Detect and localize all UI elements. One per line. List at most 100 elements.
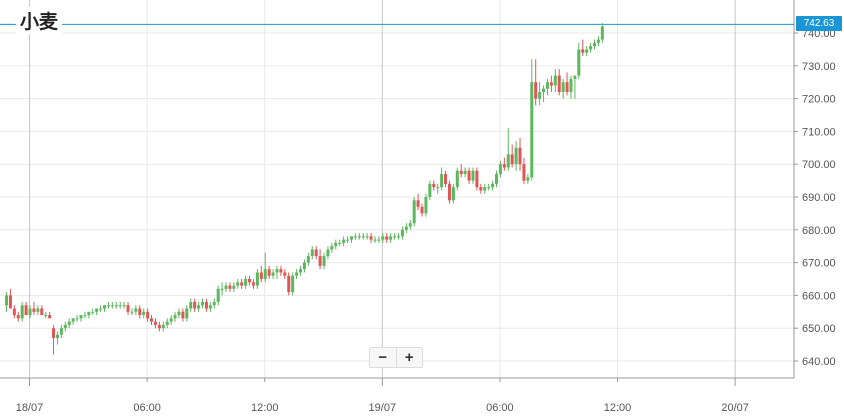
candle (161, 321, 165, 332)
candle-body (8, 295, 12, 309)
candle (573, 75, 577, 99)
candle-body (48, 315, 52, 319)
candle-body (596, 39, 600, 43)
candle (471, 167, 475, 184)
candle-body (514, 147, 518, 165)
candle (346, 236, 350, 243)
x-tick-label: 12:00 (251, 402, 279, 414)
candle-body (306, 256, 310, 263)
candle (522, 157, 526, 184)
zoom-out-button[interactable]: − (378, 349, 388, 366)
candle (404, 223, 408, 234)
candle (596, 36, 600, 47)
candle-body (75, 318, 79, 320)
candle (87, 311, 91, 319)
candle (220, 282, 224, 296)
candle (169, 315, 173, 325)
candle (593, 39, 596, 50)
candle-body (259, 272, 263, 279)
candle-body (322, 256, 326, 266)
candle-body (173, 315, 177, 319)
candle (165, 318, 169, 329)
candle-body (455, 170, 459, 188)
candle-body (216, 288, 220, 302)
candle-body (416, 200, 420, 207)
candle (157, 321, 161, 332)
candle-body (498, 164, 502, 175)
zoom-in-button[interactable]: + (395, 348, 423, 367)
candle-body (232, 285, 236, 289)
candle (232, 282, 236, 293)
y-tick-label: 730.00 (802, 61, 836, 73)
candle-body (483, 187, 487, 191)
candle-body (224, 285, 228, 289)
candle-body (530, 82, 534, 178)
candle (538, 82, 542, 106)
candle (318, 249, 322, 270)
candle-body (397, 236, 400, 238)
candle-body (526, 177, 530, 181)
candle-body (502, 164, 506, 168)
candle (389, 233, 393, 243)
candle (5, 292, 8, 312)
candle-body (220, 288, 224, 290)
candle (463, 167, 467, 178)
candle (275, 265, 279, 279)
candle (228, 282, 232, 293)
candle-body (573, 75, 577, 79)
candle-body (142, 311, 146, 316)
candle-body (545, 82, 549, 89)
candle (40, 305, 44, 316)
candle (204, 298, 208, 312)
y-tick-label: 720.00 (802, 94, 836, 106)
candle (467, 167, 471, 184)
candle (122, 301, 126, 309)
candle-body (534, 82, 538, 99)
candle (436, 183, 440, 194)
candle-body (275, 269, 279, 273)
candle-body (169, 318, 173, 322)
candle-body (334, 242, 338, 247)
candle-body (189, 301, 193, 309)
candle (542, 85, 546, 102)
candle (373, 236, 377, 243)
candle-body (91, 311, 95, 313)
x-tick-label: 18/07 (16, 402, 44, 414)
candle-body (212, 301, 216, 306)
candle (146, 308, 150, 322)
candle (28, 305, 32, 319)
candles (5, 23, 604, 355)
candle-body (412, 200, 416, 224)
candle (545, 78, 549, 96)
candle (534, 59, 538, 106)
candle-body (193, 301, 197, 309)
candle-body (177, 311, 181, 316)
candle (455, 167, 459, 191)
candle (295, 269, 299, 279)
candle (506, 128, 510, 171)
candle (561, 78, 565, 99)
candle (397, 233, 400, 240)
candle (385, 233, 389, 243)
candle (585, 46, 589, 56)
candle (400, 226, 404, 240)
candle-body (287, 275, 291, 293)
candle-body (267, 269, 271, 276)
candle (208, 301, 212, 312)
candle-body (71, 318, 75, 322)
zoom-control: − + (369, 347, 423, 368)
x-tick-label: 20/07 (721, 402, 749, 414)
candle-body (240, 282, 244, 286)
candle-body (236, 282, 240, 286)
y-tick-label: 670.00 (802, 258, 836, 270)
candle-body (549, 82, 553, 86)
candle (44, 311, 48, 319)
candle-body (522, 164, 526, 181)
candle (142, 308, 146, 319)
candle-body (153, 321, 157, 325)
candle (459, 164, 463, 178)
candle (83, 311, 87, 319)
candle-body (404, 226, 408, 230)
candle-body (146, 311, 150, 319)
candle (177, 308, 181, 319)
